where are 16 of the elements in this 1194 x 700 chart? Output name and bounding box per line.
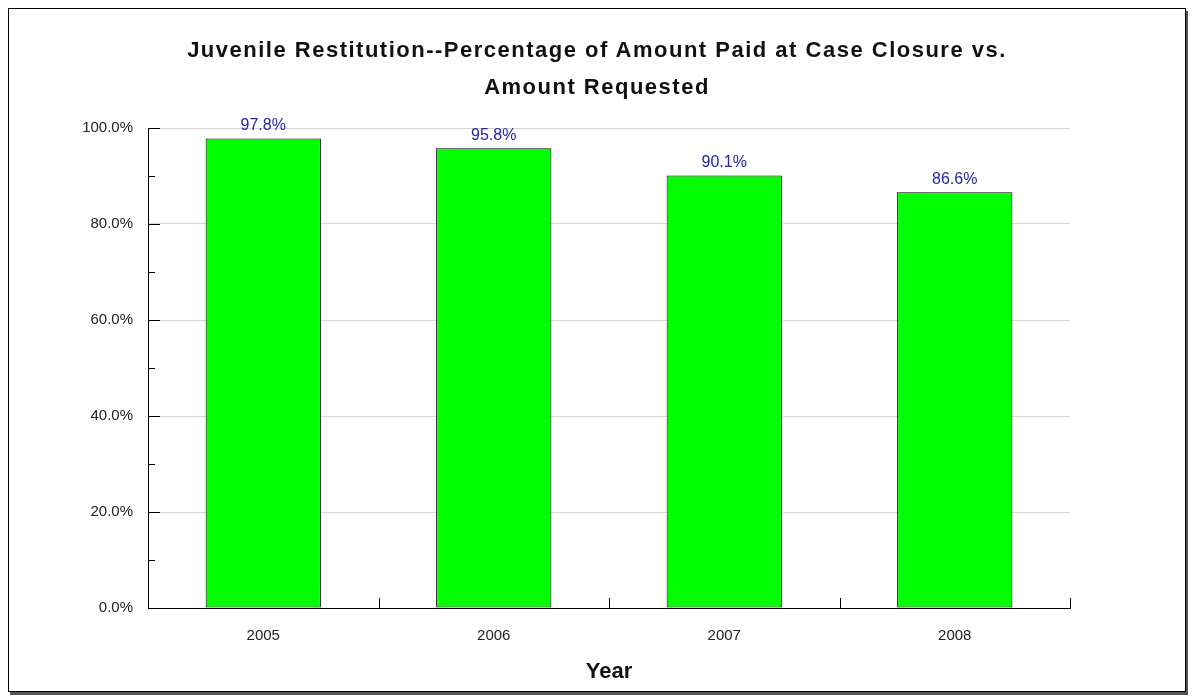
- data-label: 86.6%: [932, 169, 978, 187]
- y-tick-label: 40.0%: [90, 406, 133, 424]
- x-tick-label: 2007: [707, 626, 741, 644]
- y-tick-label: 100.0%: [82, 118, 133, 136]
- x-axis-title: Year: [585, 657, 633, 683]
- y-tick-label: 80.0%: [90, 214, 133, 232]
- x-tick-label: 2005: [246, 626, 280, 644]
- data-label: 95.8%: [471, 125, 517, 143]
- y-tick-label: 0.0%: [98, 598, 133, 616]
- x-tick-label: 2006: [477, 626, 511, 644]
- chart-title: Juvenile Restitution--Percentage of Amount Paid at Case Closure vs. Amount Requested: [186, 36, 1008, 101]
- data-label: 97.8%: [240, 115, 286, 133]
- y-tick-label: 20.0%: [90, 502, 133, 520]
- y-tick-label: 60.0%: [90, 310, 133, 328]
- data-label: 90.1%: [701, 152, 747, 170]
- x-tick-label: 2008: [938, 626, 972, 644]
